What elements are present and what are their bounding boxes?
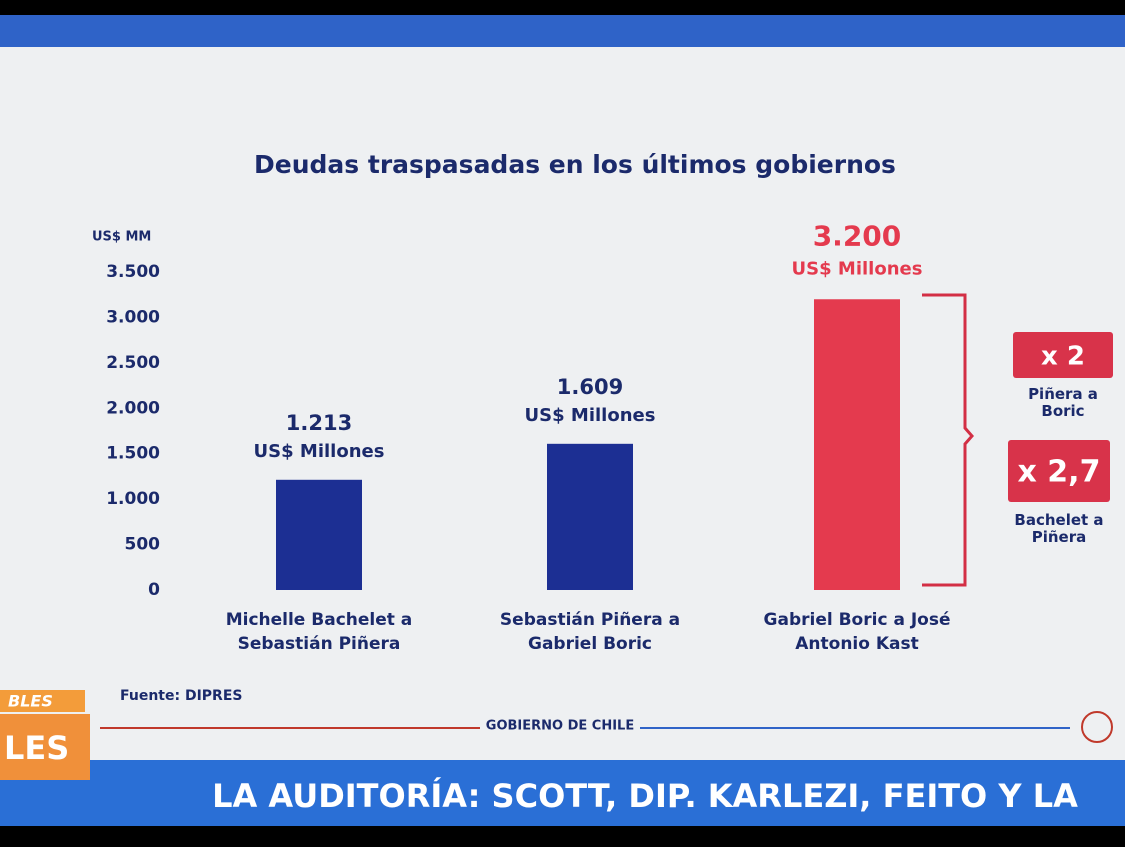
value-label: 1.213 [286,411,352,435]
bracket [922,293,974,587]
bar [276,479,362,590]
factor-label: Piñera a Boric [1028,385,1098,420]
x-tick-label: Gabriel Boric a José Antonio Kast [763,610,951,654]
side-tag: LES [4,729,69,767]
footer: GOBIERNO DE CHILE [486,719,634,734]
y-tick-label: 1.500 [106,444,160,464]
value-label: 1.609 [557,375,623,399]
y-tick-label: 3.500 [106,262,160,282]
value-unit: US$ Millones [525,405,656,426]
y-axis-label: US$ MM [92,230,151,245]
value-label: 3.200 [813,219,902,252]
factor-box [1008,440,1110,502]
y-tick-label: 3.000 [106,307,160,327]
screen-bg [0,47,1125,760]
y-tick-label: 2.500 [106,353,160,373]
side-tag-bg [0,714,90,780]
x-tick-label: Sebastián Piñera a Gabriel Boric [499,610,681,654]
factor: x 2 [1041,342,1085,372]
y-tick-label: 2.000 [106,398,160,418]
whatsapp-icon [1081,711,1113,743]
x-tick-label: Michelle Bachelet a Sebastián Piñera [225,610,413,654]
side-tag-top: BLES [8,692,53,711]
value-unit: US$ Millones [792,258,923,279]
bar [814,299,900,590]
y-tick-label: 500 [125,535,161,555]
chart-title: Deudas traspasadas en los últimos gobier… [254,150,896,179]
ticker: LA AUDITORÍA: SCOTT, DIP. KARLEZI, FEITO… [212,777,1078,815]
y-tick-label: 0 [148,580,160,600]
bar [547,443,633,590]
value-unit: US$ Millones [254,441,385,462]
factor-label: Bachelet a Piñera [1014,511,1104,546]
top-strip [0,15,1125,47]
factor-box [1013,332,1113,378]
source: Fuente: DIPRES [120,688,242,704]
factor: x 2,7 [1018,455,1101,490]
ticker-bg [0,760,1125,826]
side-tag-top-bg [0,690,85,712]
y-tick-label: 1.000 [106,489,160,509]
